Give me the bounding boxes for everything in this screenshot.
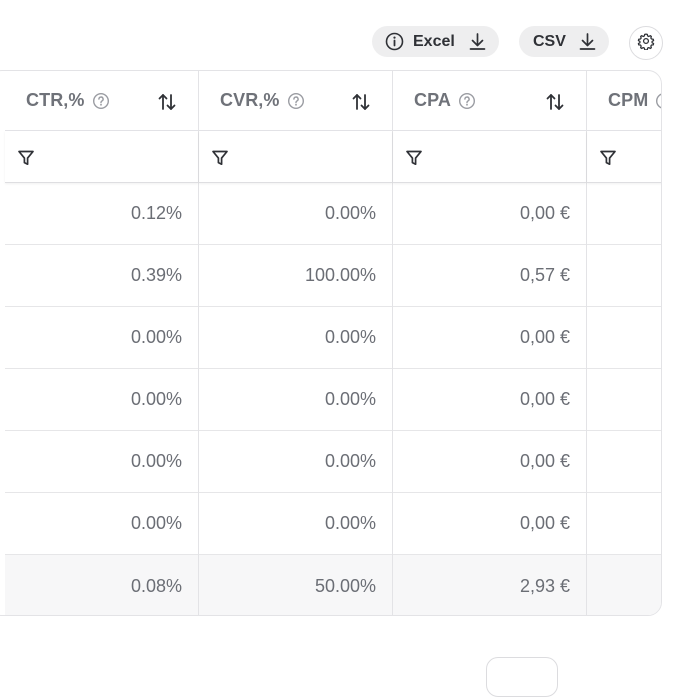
- table-cell: 100.00%: [199, 245, 392, 307]
- export-excel-label: Excel: [413, 32, 455, 50]
- metrics-table: CTR,% 0.12% 0.39% 0.00% 0.00% 0.00% 0.00…: [0, 70, 662, 616]
- table-cell: 0,00 €: [393, 369, 586, 431]
- table-cell: [587, 431, 661, 493]
- column-ctr: CTR,% 0.12% 0.39% 0.00% 0.00% 0.00% 0.00…: [5, 71, 199, 615]
- help-icon[interactable]: [458, 92, 476, 110]
- pagination-button[interactable]: [486, 657, 558, 697]
- column-header-label: CPM: [608, 90, 649, 110]
- gear-icon: [637, 32, 655, 55]
- export-csv-label: CSV: [533, 32, 566, 50]
- download-icon: [578, 32, 597, 51]
- filter-icon[interactable]: [599, 149, 617, 167]
- column-cpm: CPM: [587, 71, 662, 615]
- table-cell: 0.39%: [5, 245, 198, 307]
- filter-cell: [393, 131, 586, 183]
- table-cell: 0,00 €: [393, 493, 586, 555]
- table-cell: [587, 307, 661, 369]
- filter-cell: [5, 131, 198, 183]
- column-header: CPM: [587, 71, 662, 131]
- column-header: CVR,%: [199, 71, 392, 131]
- filter-icon[interactable]: [17, 149, 35, 167]
- table-cell: 0,00 €: [393, 183, 586, 245]
- table-cell: [587, 183, 661, 245]
- column-cpa: CPA 0,00 € 0,57 € 0,00 € 0,00 € 0,00 € 0…: [393, 71, 587, 615]
- filter-cell: [587, 131, 661, 183]
- table-cell: 0,57 €: [393, 245, 586, 307]
- table-cell: [587, 245, 661, 307]
- filter-cell: [199, 131, 392, 183]
- table-toolbar: Excel CSV: [0, 0, 688, 70]
- table-settings-button[interactable]: [629, 26, 663, 60]
- table-cell: 0.00%: [199, 307, 392, 369]
- table-cell: [587, 369, 661, 431]
- table-cell: [587, 493, 661, 555]
- help-icon[interactable]: [655, 92, 662, 110]
- table-cell: 0.00%: [5, 431, 198, 493]
- column-cvr: CVR,% 0.00% 100.00% 0.00% 0.00% 0.00% 0.…: [199, 71, 393, 615]
- column-header-label: CPA: [414, 90, 451, 110]
- total-cell: 0.08%: [5, 555, 198, 615]
- export-excel-button[interactable]: Excel: [372, 26, 499, 57]
- table-cell: 0.00%: [5, 493, 198, 555]
- sort-icon[interactable]: [545, 92, 565, 112]
- export-csv-button[interactable]: CSV: [519, 26, 609, 57]
- table-cell: 0.00%: [199, 493, 392, 555]
- help-icon[interactable]: [92, 92, 110, 110]
- sort-icon[interactable]: [351, 92, 371, 112]
- filter-icon[interactable]: [211, 149, 229, 167]
- table-cell: 0.12%: [5, 183, 198, 245]
- table-cell: 0.00%: [5, 369, 198, 431]
- column-header: CPA: [393, 71, 586, 131]
- info-icon: [385, 32, 404, 51]
- table-cell: 0.00%: [5, 307, 198, 369]
- table-cell: 0,00 €: [393, 431, 586, 493]
- filter-icon[interactable]: [405, 149, 423, 167]
- total-cell: 50.00%: [199, 555, 392, 615]
- sort-icon[interactable]: [157, 92, 177, 112]
- table-cell: 0.00%: [199, 183, 392, 245]
- table-cell: 0,00 €: [393, 307, 586, 369]
- total-cell: [587, 555, 661, 615]
- column-header-label: CVR,%: [220, 90, 280, 110]
- column-header-label: CTR,%: [26, 90, 85, 110]
- total-cell: 2,93 €: [393, 555, 586, 615]
- table-cell: 0.00%: [199, 369, 392, 431]
- column-header: CTR,%: [5, 71, 198, 131]
- download-icon: [468, 32, 487, 51]
- table-cell: 0.00%: [199, 431, 392, 493]
- help-icon[interactable]: [287, 92, 305, 110]
